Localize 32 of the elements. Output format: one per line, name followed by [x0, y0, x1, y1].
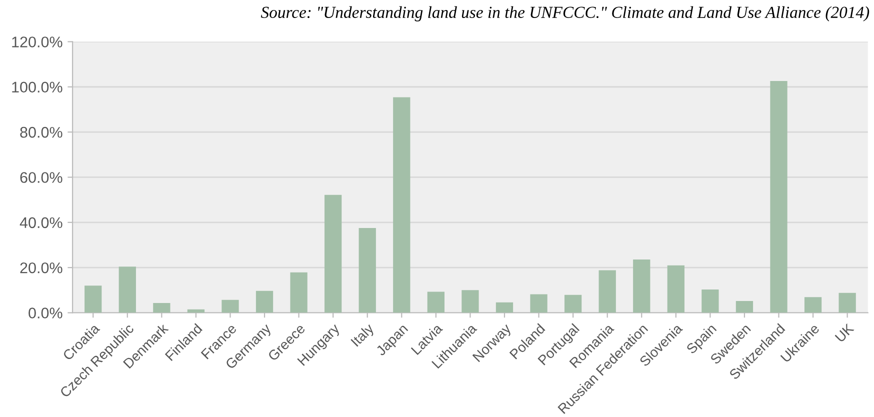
source-note: Source: "Understanding land use in the UNFCCC." Climate and Land Use Alliance (2014) [260, 6, 870, 22]
bar [222, 300, 239, 313]
bar [838, 292, 856, 313]
bar [496, 302, 514, 313]
bar [290, 272, 308, 313]
bar [393, 97, 410, 313]
bar [324, 194, 342, 313]
bar [462, 290, 479, 313]
bar [153, 303, 170, 313]
bar [770, 81, 788, 313]
bar [736, 301, 754, 313]
x-tick-label: Italy [350, 322, 377, 349]
bar [84, 286, 102, 313]
bar [804, 297, 822, 313]
y-tick-label: 100.0% [12, 82, 62, 93]
x-tick-label: UK [834, 322, 854, 343]
bar [358, 228, 376, 313]
y-tick-label: 120.0% [12, 36, 62, 48]
y-tick-label: 0.0% [28, 308, 62, 318]
bar [598, 270, 616, 313]
bar [256, 290, 274, 313]
bar [633, 259, 650, 313]
bar [530, 294, 548, 313]
bar [702, 289, 719, 313]
y-tick-label: 20.0% [20, 262, 62, 274]
y-tick-label: 40.0% [20, 217, 62, 228]
bar [564, 294, 582, 313]
bar [427, 292, 444, 313]
bar [118, 266, 136, 313]
y-tick-label: 80.0% [20, 126, 62, 138]
bar [667, 265, 684, 313]
y-tick-label: 60.0% [20, 172, 62, 183]
